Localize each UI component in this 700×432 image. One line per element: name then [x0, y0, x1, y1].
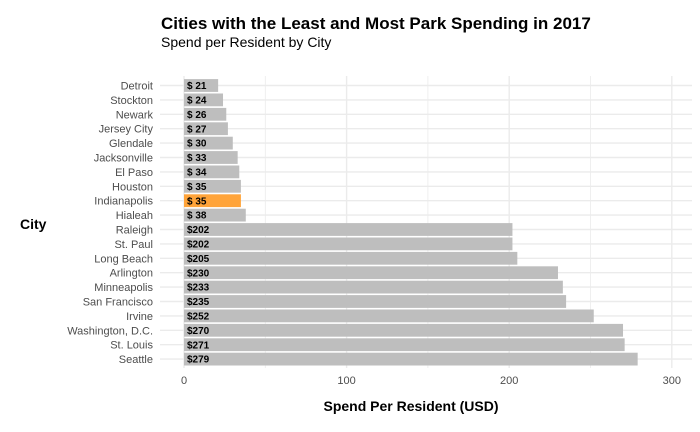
data-label: $ 27 — [187, 124, 207, 135]
bar — [184, 237, 513, 251]
category-label: Arlington — [110, 268, 153, 280]
data-label: $235 — [187, 297, 210, 308]
data-label: $ 35 — [187, 182, 207, 193]
data-label: $202 — [187, 225, 210, 236]
bar — [184, 251, 518, 265]
category-label: Houston — [112, 181, 153, 193]
x-axis-title: Spend Per Resident (USD) — [323, 398, 498, 414]
data-label: $ 24 — [187, 96, 207, 107]
category-label: St. Louis — [110, 340, 153, 352]
bar — [184, 151, 238, 164]
category-label: El Paso — [115, 167, 153, 179]
data-label: $ 35 — [187, 196, 207, 207]
data-label: $ 21 — [187, 81, 207, 92]
x-tick-label: 100 — [337, 375, 355, 387]
x-tick-labels: 0 100 200 300 — [181, 375, 681, 387]
x-tick-label: 200 — [500, 375, 518, 387]
data-label: $ 33 — [187, 153, 207, 164]
category-label: Stockton — [110, 95, 153, 107]
data-label: $202 — [187, 240, 210, 251]
category-label: Jacksonville — [94, 153, 153, 165]
bar — [184, 107, 227, 121]
data-label: $233 — [187, 283, 210, 294]
category-label: Long Beach — [94, 253, 153, 265]
data-label: $ 30 — [187, 139, 207, 150]
bar — [184, 295, 567, 308]
category-label: Glendale — [109, 138, 153, 150]
data-label: $270 — [187, 326, 210, 337]
bar — [184, 194, 241, 208]
category-labels: Detroit Stockton Newark Jersey City Glendale… — [67, 81, 153, 367]
category-label: San Francisco — [83, 297, 153, 309]
data-label: $230 — [187, 268, 210, 279]
data-label: $ 38 — [187, 211, 207, 222]
bar — [184, 309, 594, 323]
category-label: Irvine — [126, 311, 153, 323]
x-tick-label: 300 — [663, 375, 681, 387]
category-label: Raleigh — [116, 225, 153, 237]
data-label: $271 — [187, 340, 210, 351]
data-label: $ 34 — [187, 168, 207, 179]
bar — [184, 165, 240, 179]
data-label: $205 — [187, 254, 210, 265]
bar — [184, 179, 241, 193]
bar — [184, 136, 233, 150]
category-label: Jersey City — [99, 124, 154, 136]
x-tick-label: 0 — [181, 375, 187, 387]
category-label: Minneapolis — [94, 282, 153, 294]
data-label: $ 26 — [187, 110, 207, 121]
category-label: Washington, D.C. — [67, 325, 153, 337]
data-label: $252 — [187, 312, 210, 323]
category-label: Indianapolis — [94, 196, 153, 208]
chart-title: Cities with the Least and Most Park Spen… — [161, 14, 591, 33]
bar — [184, 352, 638, 366]
category-label: Newark — [116, 109, 154, 121]
data-label: $279 — [187, 355, 210, 366]
bar — [184, 280, 563, 294]
bar — [184, 79, 219, 92]
category-label: Hialeah — [116, 210, 153, 222]
bar — [184, 93, 224, 107]
bar — [184, 323, 624, 337]
y-axis-title: City — [20, 216, 47, 232]
bar — [184, 122, 228, 136]
bar — [184, 223, 513, 236]
chart-subtitle: Spend per Resident by City — [161, 34, 332, 50]
category-label: St. Paul — [114, 239, 153, 251]
bar — [184, 338, 625, 352]
bars: $ 21 $ 24 $ 26 $ 27 $ 30 $ 33 $ 34 $ 35 $ 35 $ 38… — [184, 79, 638, 366]
category-label: Detroit — [121, 81, 153, 93]
category-label: Seattle — [119, 354, 153, 366]
bar — [184, 208, 246, 222]
bar — [184, 266, 558, 280]
